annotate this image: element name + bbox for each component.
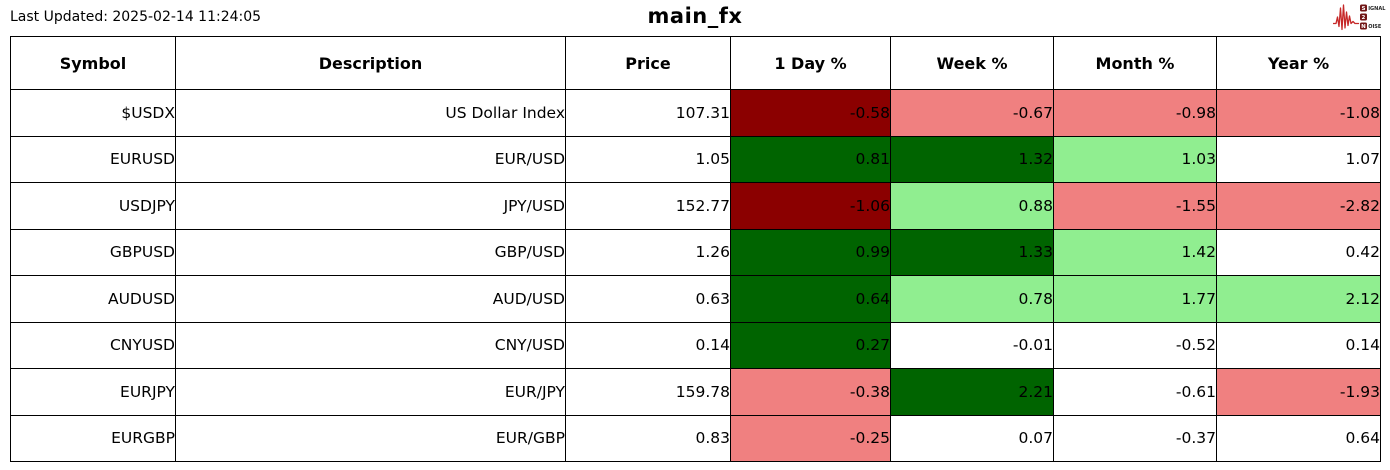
change-cell-1-day: -0.38: [730, 368, 891, 416]
symbol-cell: AUDUSD: [10, 275, 176, 323]
change-cell-year: 2.12: [1216, 275, 1381, 323]
change-cell-1-day: 0.99: [730, 228, 891, 276]
column-header-symbol: Symbol: [10, 36, 176, 90]
table-row: CNYUSD CNY/USD 0.14 0.27 -0.01 -0.52 0.14: [10, 321, 1381, 369]
change-cell-year: 0.14: [1216, 321, 1381, 369]
table-row: AUDUSD AUD/USD 0.63 0.64 0.78 1.77 2.12: [10, 275, 1381, 323]
fx-table: Symbol Description Price 1 Day % Week % Month…: [10, 36, 1381, 462]
change-cell-1-day: -0.58: [730, 89, 891, 137]
seismograph-waveform-icon: S IGNAL 2 N OISE: [1333, 4, 1386, 31]
table-row: $USDX US Dollar Index 107.31 -0.58 -0.67 -0.9…: [10, 89, 1381, 137]
symbol-cell: $USDX: [10, 89, 176, 137]
change-cell-year: 1.07: [1216, 135, 1381, 183]
signal2noise-logo: S IGNAL 2 N OISE: [1333, 2, 1387, 35]
symbol-cell: USDJPY: [10, 182, 176, 230]
change-cell-week: 1.32: [890, 135, 1054, 183]
last-updated-label: Last Updated: 2025-02-14 11:24:05: [10, 9, 262, 25]
symbol-cell: EURJPY: [10, 368, 176, 416]
description-cell: CNY/USD: [175, 321, 566, 369]
change-cell-1-day: -0.25: [730, 414, 891, 462]
logo-wordmark: S IGNAL 2 N OISE: [1360, 4, 1386, 30]
change-cell-1-day: 0.27: [730, 321, 891, 369]
symbol-cell: EURUSD: [10, 135, 176, 183]
change-cell-year: -1.93: [1216, 368, 1381, 416]
description-cell: EUR/GBP: [175, 414, 566, 462]
change-cell-week: 0.78: [890, 275, 1054, 323]
column-header-year: Year %: [1216, 36, 1381, 90]
table-row: GBPUSD GBP/USD 1.26 0.99 1.33 1.42 0.42: [10, 228, 1381, 276]
change-cell-month: 1.03: [1053, 135, 1217, 183]
page-title: main_fx: [647, 4, 743, 28]
change-cell-week: 1.33: [890, 228, 1054, 276]
column-header-1-day: 1 Day %: [730, 36, 891, 90]
price-cell: 1.26: [565, 228, 731, 276]
table-row: USDJPY JPY/USD 152.77 -1.06 0.88 -1.55 -2.82: [10, 182, 1381, 230]
change-cell-year: 0.64: [1216, 414, 1381, 462]
description-cell: EUR/USD: [175, 135, 566, 183]
price-cell: 1.05: [565, 135, 731, 183]
price-cell: 0.14: [565, 321, 731, 369]
logo-text-oise: OISE: [1368, 24, 1382, 30]
top-bar: Last Updated: 2025-02-14 11:24:05 main_f…: [0, 0, 1390, 36]
table-row: EURJPY EUR/JPY 159.78 -0.38 2.21 -0.61 -1.93: [10, 368, 1381, 416]
price-cell: 107.31: [565, 89, 731, 137]
change-cell-month: -0.37: [1053, 414, 1217, 462]
column-header-month: Month %: [1053, 36, 1217, 90]
table-row: EURUSD EUR/USD 1.05 0.81 1.32 1.03 1.07: [10, 135, 1381, 183]
price-cell: 0.63: [565, 275, 731, 323]
description-cell: US Dollar Index: [175, 89, 566, 137]
logo-text-ignal: IGNAL: [1368, 6, 1386, 12]
table-row: EURGBP EUR/GBP 0.83 -0.25 0.07 -0.37 0.64: [10, 414, 1381, 462]
logo-letter-n: N: [1361, 24, 1366, 30]
header-row: Symbol Description Price 1 Day % Week % Month…: [10, 36, 1381, 90]
change-cell-month: -0.98: [1053, 89, 1217, 137]
change-cell-month: -0.61: [1053, 368, 1217, 416]
change-cell-month: 1.42: [1053, 228, 1217, 276]
change-cell-year: -2.82: [1216, 182, 1381, 230]
column-header-price: Price: [565, 36, 731, 90]
change-cell-week: -0.67: [890, 89, 1054, 137]
price-cell: 159.78: [565, 368, 731, 416]
change-cell-1-day: 0.81: [730, 135, 891, 183]
logo-digit-2: 2: [1362, 15, 1366, 21]
change-cell-year: -1.08: [1216, 89, 1381, 137]
change-cell-1-day: -1.06: [730, 182, 891, 230]
price-cell: 0.83: [565, 414, 731, 462]
symbol-cell: EURGBP: [10, 414, 176, 462]
description-cell: EUR/JPY: [175, 368, 566, 416]
description-cell: AUD/USD: [175, 275, 566, 323]
change-cell-year: 0.42: [1216, 228, 1381, 276]
change-cell-week: -0.01: [890, 321, 1054, 369]
symbol-cell: GBPUSD: [10, 228, 176, 276]
change-cell-week: 2.21: [890, 368, 1054, 416]
change-cell-month: 1.77: [1053, 275, 1217, 323]
change-cell-week: 0.88: [890, 182, 1054, 230]
price-cell: 152.77: [565, 182, 731, 230]
symbol-cell: CNYUSD: [10, 321, 176, 369]
description-cell: JPY/USD: [175, 182, 566, 230]
logo-letter-s: S: [1361, 6, 1365, 12]
change-cell-month: -1.55: [1053, 182, 1217, 230]
column-header-week: Week %: [890, 36, 1054, 90]
change-cell-1-day: 0.64: [730, 275, 891, 323]
change-cell-week: 0.07: [890, 414, 1054, 462]
column-header-description: Description: [175, 36, 566, 90]
change-cell-month: -0.52: [1053, 321, 1217, 369]
description-cell: GBP/USD: [175, 228, 566, 276]
fx-table-body: $USDX US Dollar Index 107.31 -0.58 -0.67 -0.9…: [10, 89, 1381, 462]
